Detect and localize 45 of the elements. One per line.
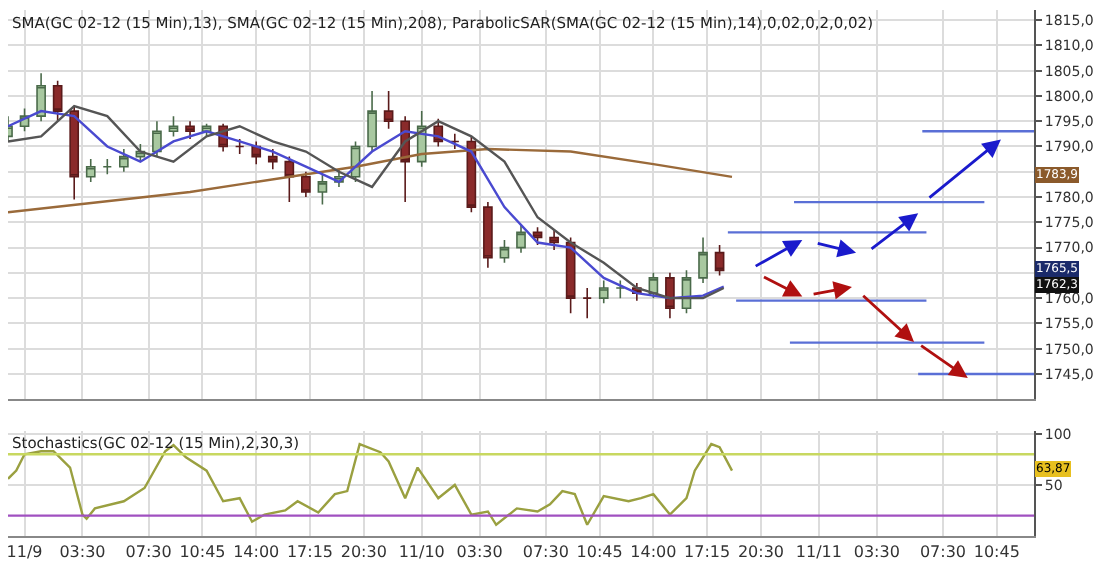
x-tick-label: 10:45: [973, 543, 1020, 562]
candlestick: [152, 120, 162, 158]
candlestick: [615, 279, 626, 299]
x-tick-label: 03:30: [456, 543, 503, 562]
x-tick-label: 11/9: [6, 543, 43, 562]
candlestick: [714, 244, 725, 277]
candlestick: [168, 115, 179, 138]
candlestick: [565, 236, 576, 315]
candlestick: [383, 90, 394, 130]
candlestick: [483, 201, 493, 269]
x-tick-label: 11/11: [795, 543, 842, 562]
x-tick-label: 07:30: [919, 543, 967, 562]
candlestick: [301, 170, 311, 198]
candlestick: [598, 279, 609, 304]
x-tick-label: 10:45: [179, 543, 226, 562]
x-tick-label: 07:30: [522, 543, 569, 562]
candlestick: [234, 138, 245, 155]
candlestick: [102, 158, 113, 176]
candlestick: [267, 148, 278, 171]
candlestick: [549, 229, 559, 251]
candlestick: [449, 133, 460, 150]
candlestick: [367, 90, 377, 153]
candlestick: [69, 105, 80, 201]
x-tick-label: 14:00: [233, 543, 280, 562]
candlestick: [317, 173, 328, 206]
x-tick-label: 20:30: [340, 543, 387, 562]
candlestick: [118, 148, 129, 173]
x-tick-label: 20:30: [737, 543, 785, 562]
x-tick-label: 17:15: [684, 543, 731, 562]
x-tick-label: 10:45: [576, 543, 623, 562]
candlestick: [516, 224, 526, 254]
candlestick: [185, 120, 195, 140]
candlestick: [499, 239, 510, 264]
x-tick-label: 07:30: [125, 543, 172, 562]
x-tick-label: 03:30: [59, 543, 106, 562]
x-tick-label: 17:15: [286, 543, 334, 562]
candlestick: [582, 287, 593, 320]
candlestick: [665, 272, 675, 320]
x-tick-label: 11/10: [398, 543, 445, 562]
x-tick-label: 03:30: [853, 543, 900, 562]
x-tick-label: 14:00: [630, 543, 677, 562]
candlestick: [52, 79, 63, 123]
candlestick: [36, 72, 46, 123]
candlestick: [85, 158, 96, 183]
candlestick: [698, 236, 708, 284]
